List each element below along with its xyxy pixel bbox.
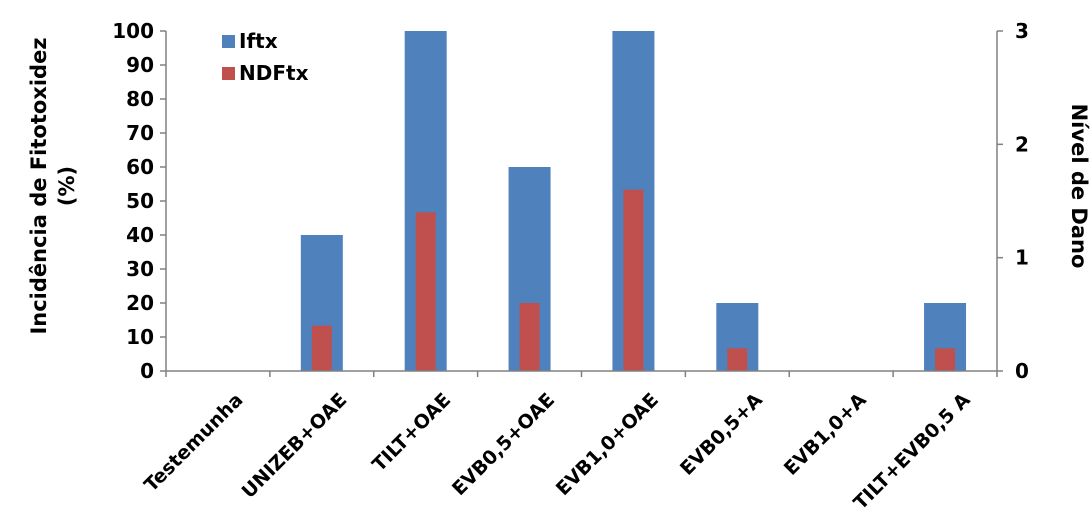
category-label: UNIZEB+OAE <box>238 389 352 503</box>
bar-ndftx <box>727 348 748 371</box>
left-tick-label: 70 <box>126 121 154 145</box>
left-ticks: 0 10 20 30 40 50 60 70 80 90 100 <box>112 19 166 383</box>
bar-ndftx <box>519 303 540 371</box>
ndftx-bars <box>311 189 956 371</box>
legend-swatch-iftx <box>222 35 235 48</box>
right-tick-label: 2 <box>1015 132 1029 156</box>
category-label: EVB1,0+A <box>780 389 871 480</box>
left-tick-label: 20 <box>126 291 154 315</box>
right-ticks: 0 1 2 3 <box>997 19 1029 383</box>
y-axis-title-line1: Incidência de Fitotoxidez <box>27 37 51 334</box>
bar-ndftx <box>311 325 332 371</box>
left-tick-label: 50 <box>126 189 154 213</box>
left-tick-label: 90 <box>126 53 154 77</box>
category-label: TILT+OAE <box>368 389 455 476</box>
bar-ndftx <box>415 212 436 371</box>
left-tick-label: 80 <box>126 87 154 111</box>
category-label: EVB0,5+A <box>676 389 767 480</box>
legend-swatch-ndftx <box>222 67 235 80</box>
y-axis-title-line2: (%) <box>55 166 79 206</box>
bar-ndftx <box>623 189 644 371</box>
left-tick-label: 100 <box>112 19 154 43</box>
right-tick-label: 0 <box>1015 359 1029 383</box>
legend-label-ndftx: NDFtx <box>239 61 309 85</box>
category-label: EVB1,0+OAE <box>552 389 663 500</box>
legend-label-iftx: Iftx <box>239 29 278 53</box>
left-tick-label: 30 <box>126 257 154 281</box>
left-tick-label: 60 <box>126 155 154 179</box>
category-label: Testemunha <box>140 389 247 496</box>
right-tick-label: 3 <box>1015 19 1029 43</box>
right-tick-label: 1 <box>1015 246 1029 270</box>
bar-ndftx <box>935 348 956 371</box>
legend: Iftx NDFtx <box>222 29 309 85</box>
category-label: TILT+EVB0,5 A <box>849 389 974 514</box>
left-tick-label: 10 <box>126 325 154 349</box>
y2-axis-title: Nível de Dano <box>1067 104 1091 269</box>
left-tick-label: 0 <box>140 359 154 383</box>
category-label: EVB0,5+OAE <box>448 389 559 500</box>
left-tick-label: 40 <box>126 223 154 247</box>
